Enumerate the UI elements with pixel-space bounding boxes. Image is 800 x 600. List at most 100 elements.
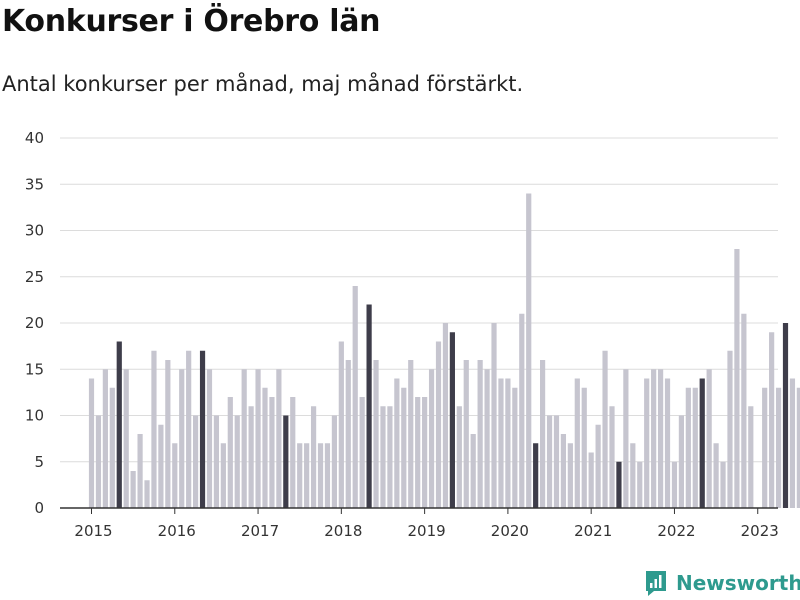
bar (144, 480, 150, 508)
y-tick-label: 25 (25, 268, 44, 286)
bar (449, 332, 455, 508)
bar (769, 332, 775, 508)
bar (477, 360, 483, 508)
bar (304, 443, 310, 508)
newsworthy-brand: Newsworthy (644, 568, 800, 598)
bar (741, 313, 747, 508)
bar (213, 415, 220, 508)
bar (540, 360, 546, 508)
y-tick-label: 20 (25, 314, 44, 332)
bar (165, 360, 171, 508)
y-tick-label: 15 (25, 360, 44, 378)
bar (227, 397, 233, 508)
bar (442, 323, 449, 508)
bar (678, 415, 684, 508)
bar (526, 193, 532, 508)
bar (762, 387, 768, 508)
bar (193, 415, 199, 508)
bar (699, 378, 705, 508)
bar (255, 369, 261, 508)
bar (95, 415, 102, 508)
bar (324, 443, 331, 508)
bar (310, 406, 317, 508)
bar (546, 415, 553, 508)
x-tick-label: 2020 (491, 522, 529, 540)
bar (657, 369, 664, 508)
bar (220, 443, 226, 508)
bar (366, 304, 372, 508)
y-tick-label: 30 (25, 222, 44, 240)
bar (262, 387, 268, 508)
bar (567, 443, 573, 508)
bar (713, 443, 719, 508)
bar (602, 350, 608, 508)
bar (671, 461, 678, 508)
bar (380, 406, 386, 508)
bar (651, 369, 657, 508)
bar (186, 350, 192, 508)
bar (456, 406, 462, 508)
bar-chart: 0 5 10 15 20 25 30 35 40 2015 2016 2017 2018 2019 202… (25, 129, 800, 540)
x-axis: 2015201620172018201920202021202220232024 (60, 507, 779, 540)
y-tick-label: 0 (34, 499, 44, 517)
bar (206, 369, 213, 508)
bar (422, 397, 428, 508)
bar (352, 286, 358, 508)
x-tick-label: 2017 (241, 522, 279, 540)
bar (574, 378, 580, 508)
bar (428, 369, 435, 508)
bar (560, 434, 567, 508)
bar (782, 323, 789, 508)
bar (512, 387, 518, 508)
bar (720, 461, 726, 508)
bar (789, 378, 796, 508)
bar (241, 369, 247, 508)
bar (491, 323, 497, 508)
bar (470, 434, 476, 508)
bar (234, 415, 240, 508)
bar (269, 397, 275, 508)
bar (359, 397, 365, 508)
bar (637, 461, 643, 508)
bars (88, 193, 800, 508)
bar (172, 443, 178, 508)
bar (644, 378, 650, 508)
bar (553, 415, 560, 508)
x-tick-label: 2018 (324, 522, 362, 540)
bar (338, 341, 344, 508)
bar (290, 397, 296, 508)
bar (706, 369, 712, 508)
bar (276, 369, 282, 508)
y-tick-label: 35 (25, 175, 44, 193)
x-tick-label: 2022 (657, 522, 695, 540)
bar (595, 424, 601, 508)
bar (179, 369, 185, 508)
bar (463, 360, 469, 508)
bar (137, 434, 143, 508)
bar (692, 387, 698, 508)
x-tick-label: 2019 (408, 522, 446, 540)
bar (394, 378, 400, 508)
bar (387, 406, 393, 508)
bar (199, 350, 206, 508)
bar (297, 443, 303, 508)
bar (102, 369, 108, 508)
bar (401, 387, 407, 508)
bar (796, 387, 800, 508)
y-tick-label: 40 (25, 129, 44, 147)
bar (664, 378, 671, 508)
x-tick-label: 2015 (74, 522, 112, 540)
bar (373, 360, 379, 508)
y-tick-label: 10 (25, 407, 44, 425)
bar (151, 350, 157, 508)
bar (130, 471, 136, 508)
bar (498, 378, 504, 508)
bar (484, 369, 490, 508)
bar (116, 341, 122, 508)
bar (109, 387, 115, 508)
bar (158, 424, 164, 508)
bar (123, 369, 129, 508)
bar (727, 350, 733, 508)
bar (415, 397, 421, 508)
x-tick-label: 2023 (741, 522, 779, 540)
